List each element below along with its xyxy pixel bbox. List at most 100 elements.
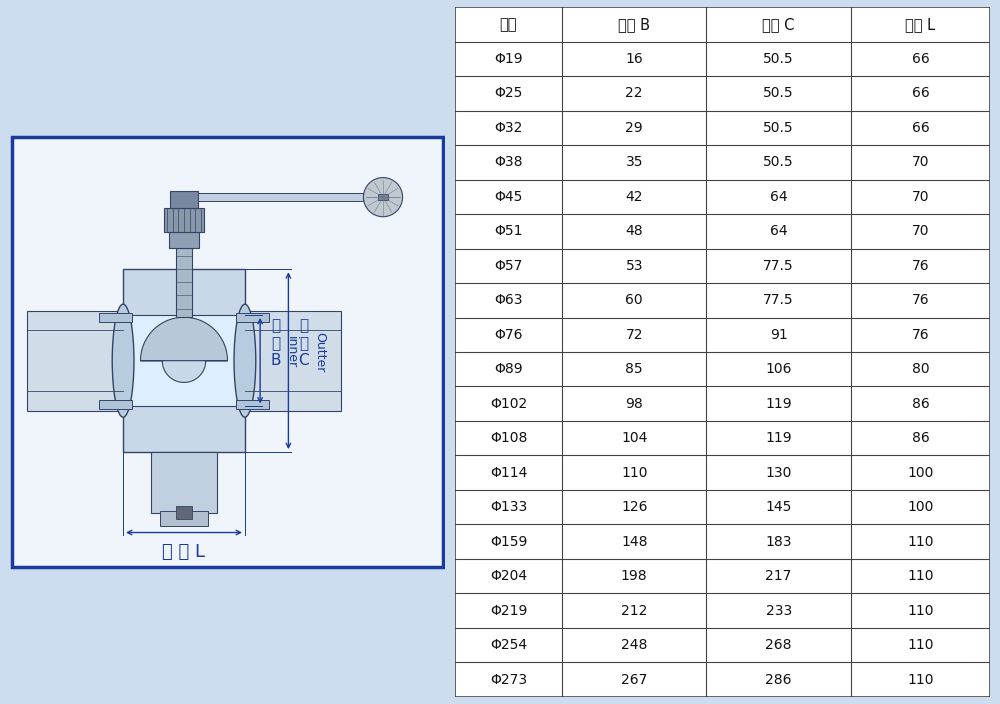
Circle shape — [363, 177, 403, 217]
Text: Φ76: Φ76 — [494, 328, 523, 341]
Text: 110: 110 — [907, 604, 934, 617]
Text: 76: 76 — [912, 294, 929, 307]
Bar — [123, 315, 245, 406]
Text: 77.5: 77.5 — [763, 294, 794, 307]
Text: 198: 198 — [621, 570, 648, 583]
FancyBboxPatch shape — [12, 137, 443, 567]
Polygon shape — [140, 360, 228, 382]
Text: 110: 110 — [907, 639, 934, 652]
Bar — [27, 310, 123, 410]
Text: 长度 L: 长度 L — [905, 17, 936, 32]
Text: 卡盘 C: 卡盘 C — [762, 17, 795, 32]
Text: 91: 91 — [770, 328, 788, 341]
Bar — [160, 511, 208, 526]
Text: 106: 106 — [765, 363, 792, 376]
Text: 卡
盘
C: 卡 盘 C — [298, 318, 309, 368]
Text: Φ219: Φ219 — [490, 604, 527, 617]
Text: Φ51: Φ51 — [494, 225, 523, 238]
Text: 50.5: 50.5 — [763, 156, 794, 169]
Text: 110: 110 — [621, 466, 647, 479]
Text: 64: 64 — [770, 225, 787, 238]
Text: 64: 64 — [770, 190, 787, 203]
Text: 110: 110 — [907, 673, 934, 686]
Text: 217: 217 — [765, 570, 792, 583]
Text: Φ32: Φ32 — [494, 121, 523, 134]
Text: Φ254: Φ254 — [490, 639, 527, 652]
Text: 内
径
B: 内 径 B — [270, 318, 281, 368]
Text: 35: 35 — [625, 156, 643, 169]
Text: 76: 76 — [912, 328, 929, 341]
Bar — [176, 505, 192, 520]
Text: Φ133: Φ133 — [490, 501, 527, 514]
Bar — [123, 270, 245, 452]
Polygon shape — [99, 313, 132, 322]
Polygon shape — [236, 313, 269, 322]
Text: 248: 248 — [621, 639, 647, 652]
Text: 130: 130 — [765, 466, 792, 479]
Text: 42: 42 — [625, 190, 643, 203]
Text: 110: 110 — [907, 535, 934, 548]
Text: 86: 86 — [912, 397, 929, 410]
Text: 104: 104 — [621, 432, 647, 445]
Bar — [378, 194, 388, 200]
Text: 内径 B: 内径 B — [618, 17, 650, 32]
Text: Φ45: Φ45 — [494, 190, 523, 203]
Bar — [169, 232, 199, 248]
Ellipse shape — [234, 304, 256, 417]
Text: 183: 183 — [765, 535, 792, 548]
Text: 267: 267 — [621, 673, 647, 686]
Bar — [198, 193, 363, 201]
Text: Φ25: Φ25 — [494, 87, 523, 100]
Text: 16: 16 — [625, 52, 643, 65]
Text: 50.5: 50.5 — [763, 121, 794, 134]
Text: 70: 70 — [912, 190, 929, 203]
Bar — [164, 208, 204, 232]
Text: 145: 145 — [765, 501, 792, 514]
Text: Φ108: Φ108 — [490, 432, 527, 445]
Text: 85: 85 — [625, 363, 643, 376]
Polygon shape — [140, 318, 228, 360]
Text: 233: 233 — [766, 604, 792, 617]
Text: 110: 110 — [907, 570, 934, 583]
Text: 66: 66 — [912, 52, 929, 65]
Text: 70: 70 — [912, 156, 929, 169]
Polygon shape — [236, 400, 269, 408]
Text: 119: 119 — [765, 432, 792, 445]
Bar — [176, 248, 192, 318]
Text: Φ114: Φ114 — [490, 466, 527, 479]
Text: 53: 53 — [625, 259, 643, 272]
Text: 72: 72 — [625, 328, 643, 341]
Text: 98: 98 — [625, 397, 643, 410]
Text: 286: 286 — [765, 673, 792, 686]
Text: 60: 60 — [625, 294, 643, 307]
Text: inner: inner — [285, 336, 298, 368]
Text: 100: 100 — [907, 466, 934, 479]
Text: 148: 148 — [621, 535, 647, 548]
Text: 77.5: 77.5 — [763, 259, 794, 272]
Text: 80: 80 — [912, 363, 929, 376]
Bar — [151, 452, 217, 513]
Text: 22: 22 — [625, 87, 643, 100]
Text: Φ38: Φ38 — [494, 156, 523, 169]
Text: Φ19: Φ19 — [494, 52, 523, 65]
Text: 48: 48 — [625, 225, 643, 238]
Text: Φ159: Φ159 — [490, 535, 527, 548]
Text: Φ57: Φ57 — [494, 259, 523, 272]
Text: 50.5: 50.5 — [763, 52, 794, 65]
Text: Φ89: Φ89 — [494, 363, 523, 376]
Text: 119: 119 — [765, 397, 792, 410]
Text: 长 度 L: 长 度 L — [162, 543, 206, 561]
Ellipse shape — [112, 304, 134, 417]
Text: 29: 29 — [625, 121, 643, 134]
Text: 86: 86 — [912, 432, 929, 445]
Text: Φ273: Φ273 — [490, 673, 527, 686]
Bar — [170, 191, 198, 208]
Text: Φ63: Φ63 — [494, 294, 523, 307]
Text: 126: 126 — [621, 501, 647, 514]
Text: 66: 66 — [912, 121, 929, 134]
Text: 268: 268 — [765, 639, 792, 652]
Text: 100: 100 — [907, 501, 934, 514]
Text: 66: 66 — [912, 87, 929, 100]
Text: Φ204: Φ204 — [490, 570, 527, 583]
Text: Φ102: Φ102 — [490, 397, 527, 410]
